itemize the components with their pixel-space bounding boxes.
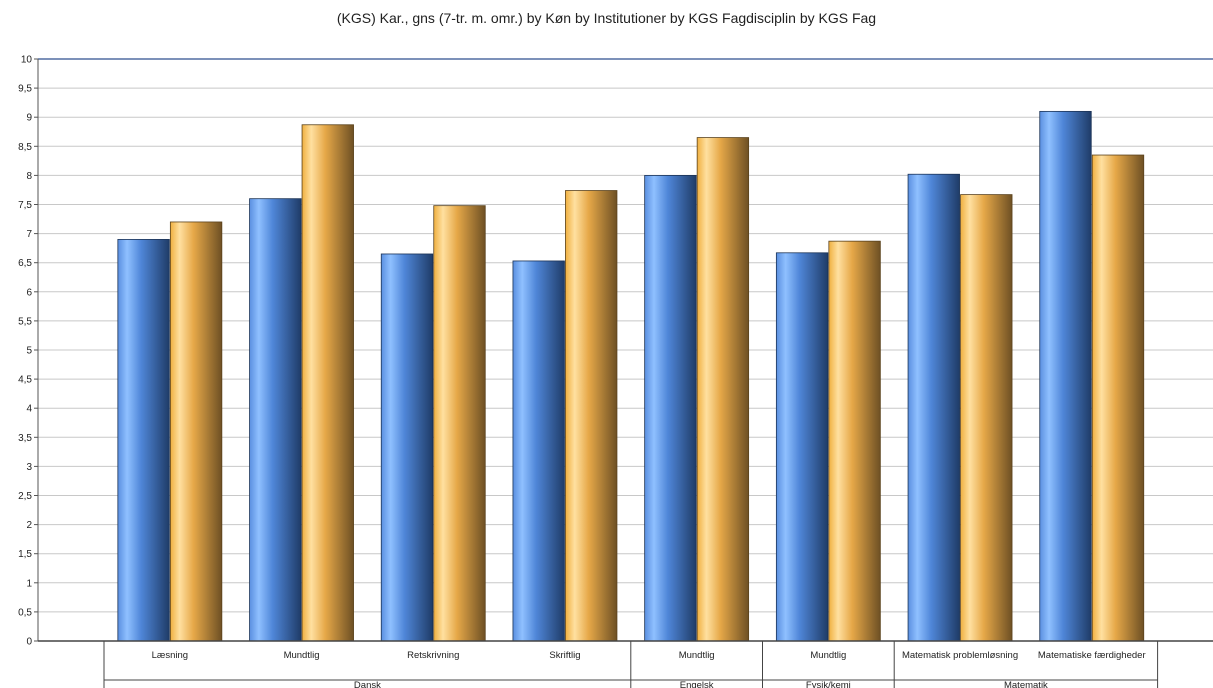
bar xyxy=(565,190,618,642)
category-label: Mundtlig xyxy=(679,650,715,661)
bar xyxy=(644,174,697,642)
y-tick-label: 7,5 xyxy=(18,200,32,211)
bar xyxy=(169,221,223,642)
gridlines xyxy=(38,58,1213,613)
bar xyxy=(696,137,750,642)
y-tick-label: 0 xyxy=(26,637,32,648)
category-label: Retskrivning xyxy=(407,650,459,661)
y-tick-label: 6,5 xyxy=(18,258,32,269)
bars xyxy=(117,110,1145,642)
y-tick-label: 1 xyxy=(26,578,32,589)
y-tick-label: 0,5 xyxy=(18,607,32,618)
bar xyxy=(828,240,881,642)
category-label: Matematisk problemløsning xyxy=(902,650,1018,661)
category-label: Mundtlig xyxy=(284,650,320,661)
y-tick-label: 3,5 xyxy=(18,433,32,444)
group-label: Fysik/kemi xyxy=(806,680,851,688)
y-tick-label: 9 xyxy=(26,113,32,124)
y-tick-label: 4 xyxy=(26,404,32,415)
y-tick-label: 1,5 xyxy=(18,549,32,560)
y-tick-label: 7 xyxy=(26,229,32,240)
category-label: Matematiske færdigheder xyxy=(1038,650,1146,661)
bar xyxy=(907,173,960,642)
bar xyxy=(775,252,829,642)
bar xyxy=(380,253,434,642)
category-label: Læsning xyxy=(152,650,188,661)
y-tick-label: 5 xyxy=(26,346,32,357)
y-tick-label: 9,5 xyxy=(18,84,32,95)
bar xyxy=(117,239,170,642)
bar xyxy=(1039,110,1092,642)
category-label: Mundtlig xyxy=(810,650,846,661)
bar xyxy=(301,124,354,642)
group-label: Matematik xyxy=(1004,680,1048,688)
bar xyxy=(960,194,1013,642)
bar xyxy=(249,198,302,642)
y-tick-label: 2,5 xyxy=(18,491,32,502)
y-tick-label: 3 xyxy=(26,462,32,473)
chart-title: (KGS) Kar., gns (7-tr. m. omr.) by Køn b… xyxy=(336,10,877,26)
y-tick-label: 2 xyxy=(26,520,32,531)
y-tick-label: 5,5 xyxy=(18,316,32,327)
group-label: Engelsk xyxy=(680,680,714,688)
bar xyxy=(433,205,486,642)
y-tick-label: 4,5 xyxy=(18,375,32,386)
y-tick-label: 10 xyxy=(21,55,33,66)
y-tick-label: 8,5 xyxy=(18,142,32,153)
category-labels: Læsning Mundtlig Retskrivning Skriftlig Mund… xyxy=(103,641,1159,688)
y-axis: 0 0,5 1 1,5 2 2,5 3 3,5 4 4,5 5 5,5 6 6,5 7 7,5 8 8,5 9 9,5… xyxy=(18,55,39,648)
y-tick-label: 6 xyxy=(26,287,32,298)
bar xyxy=(512,260,565,642)
group-label: Dansk xyxy=(354,680,381,688)
category-label: Skriftlig xyxy=(549,650,580,661)
y-tick-label: 8 xyxy=(26,171,32,182)
bar xyxy=(1091,154,1145,642)
